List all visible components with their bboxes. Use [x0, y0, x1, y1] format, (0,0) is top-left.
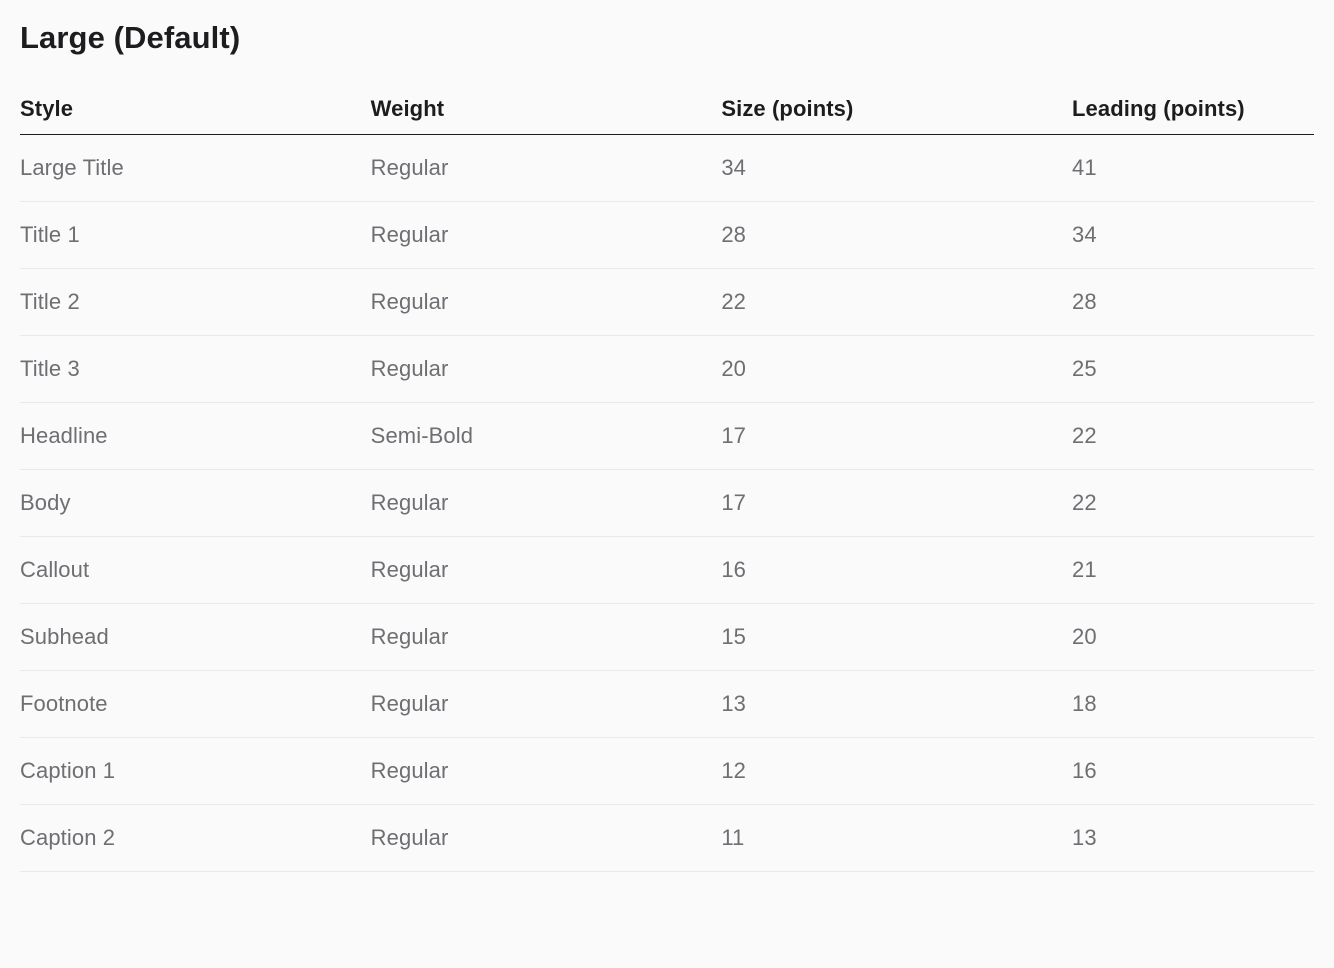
col-header-style: Style: [20, 84, 371, 135]
typography-table: Style Weight Size (points) Leading (poin…: [20, 84, 1314, 872]
cell-style: Caption 2: [20, 805, 371, 872]
cell-weight: Semi-Bold: [371, 403, 722, 470]
cell-style: Subhead: [20, 604, 371, 671]
cell-weight: Regular: [371, 738, 722, 805]
cell-size: 20: [721, 336, 1072, 403]
col-header-size: Size (points): [721, 84, 1072, 135]
cell-size: 28: [721, 202, 1072, 269]
cell-weight: Regular: [371, 805, 722, 872]
cell-size: 16: [721, 537, 1072, 604]
table-row: Body Regular 17 22: [20, 470, 1314, 537]
cell-style: Title 3: [20, 336, 371, 403]
cell-style: Headline: [20, 403, 371, 470]
cell-size: 17: [721, 470, 1072, 537]
cell-size: 22: [721, 269, 1072, 336]
table-row: Caption 2 Regular 11 13: [20, 805, 1314, 872]
section-heading: Large (Default): [20, 20, 1314, 56]
cell-weight: Regular: [371, 604, 722, 671]
cell-leading: 22: [1072, 470, 1314, 537]
cell-leading: 16: [1072, 738, 1314, 805]
cell-leading: 34: [1072, 202, 1314, 269]
col-header-weight: Weight: [371, 84, 722, 135]
table-header-row: Style Weight Size (points) Leading (poin…: [20, 84, 1314, 135]
cell-weight: Regular: [371, 269, 722, 336]
table-row: Title 2 Regular 22 28: [20, 269, 1314, 336]
cell-style: Title 1: [20, 202, 371, 269]
cell-style: Caption 1: [20, 738, 371, 805]
cell-leading: 13: [1072, 805, 1314, 872]
cell-size: 13: [721, 671, 1072, 738]
cell-size: 17: [721, 403, 1072, 470]
table-row: Footnote Regular 13 18: [20, 671, 1314, 738]
cell-weight: Regular: [371, 537, 722, 604]
cell-leading: 20: [1072, 604, 1314, 671]
cell-style: Large Title: [20, 135, 371, 202]
cell-size: 12: [721, 738, 1072, 805]
cell-leading: 22: [1072, 403, 1314, 470]
cell-leading: 28: [1072, 269, 1314, 336]
cell-style: Footnote: [20, 671, 371, 738]
table-row: Title 3 Regular 20 25: [20, 336, 1314, 403]
cell-weight: Regular: [371, 135, 722, 202]
table-row: Headline Semi-Bold 17 22: [20, 403, 1314, 470]
cell-leading: 21: [1072, 537, 1314, 604]
cell-leading: 18: [1072, 671, 1314, 738]
cell-size: 11: [721, 805, 1072, 872]
cell-style: Body: [20, 470, 371, 537]
cell-size: 15: [721, 604, 1072, 671]
cell-weight: Regular: [371, 671, 722, 738]
cell-style: Title 2: [20, 269, 371, 336]
table-row: Caption 1 Regular 12 16: [20, 738, 1314, 805]
cell-weight: Regular: [371, 202, 722, 269]
cell-leading: 41: [1072, 135, 1314, 202]
cell-weight: Regular: [371, 336, 722, 403]
table-row: Subhead Regular 15 20: [20, 604, 1314, 671]
cell-weight: Regular: [371, 470, 722, 537]
cell-size: 34: [721, 135, 1072, 202]
cell-style: Callout: [20, 537, 371, 604]
table-row: Title 1 Regular 28 34: [20, 202, 1314, 269]
table-row: Large Title Regular 34 41: [20, 135, 1314, 202]
cell-leading: 25: [1072, 336, 1314, 403]
table-row: Callout Regular 16 21: [20, 537, 1314, 604]
col-header-leading: Leading (points): [1072, 84, 1314, 135]
